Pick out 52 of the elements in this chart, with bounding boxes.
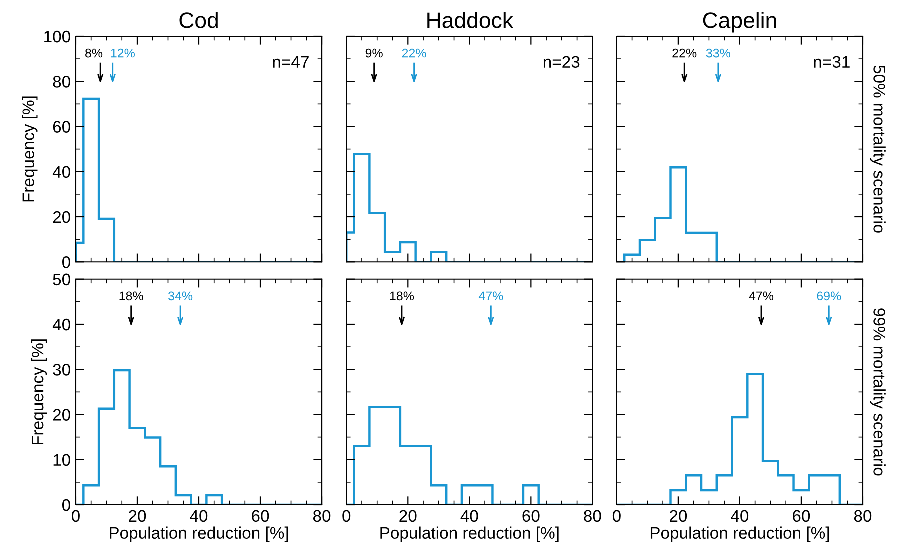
y-tick-label: 20	[53, 409, 70, 421]
y2-axis-title: 50% mortality scenario	[870, 66, 886, 233]
y-tick-label: 40	[52, 166, 70, 178]
y-tick-label: 0	[62, 499, 70, 512]
x-tick-label: 0	[612, 510, 621, 522]
y-tick-label: 50	[53, 274, 70, 286]
x-axis-title: Population reduction [%]	[380, 526, 559, 542]
x-tick-label: 40	[460, 510, 478, 522]
x-tick-label: 80	[313, 510, 331, 522]
x-tick-label: 60	[252, 510, 270, 522]
x-axis-title: Population reduction [%]	[650, 526, 830, 542]
ref-line-label: 8%	[86, 48, 103, 58]
y-tick-label: 40	[52, 318, 70, 331]
x-tick-label: 40	[190, 510, 208, 522]
ref-line-label: 69%	[817, 292, 842, 301]
y2-axis-title: 99% mortality scenario	[870, 308, 886, 476]
y-tick-label: 20	[53, 211, 70, 224]
y-tick-label: 60	[53, 121, 70, 133]
x-tick-label: 40	[731, 510, 749, 522]
y-tick-label: 80	[53, 76, 70, 88]
chart-title: Haddock	[428, 12, 514, 28]
ref-line-label: 18%	[390, 292, 414, 301]
y-tick-label: 30	[53, 364, 70, 376]
x-tick-label: 80	[854, 510, 872, 522]
x-tick-label: 60	[522, 510, 540, 522]
ref-line-label: 18%	[120, 292, 144, 301]
ref-line-label: 12%	[111, 48, 135, 58]
x-tick-label: 60	[793, 510, 810, 522]
y-tick-label: 0	[62, 256, 70, 268]
y-tick-label: 100	[44, 30, 70, 43]
ref-line-label: 47%	[749, 292, 774, 301]
x-tick-label: 80	[584, 510, 602, 522]
x-tick-label: 20	[129, 510, 146, 522]
x-tick-label: 20	[670, 510, 688, 522]
x-tick-label: 20	[400, 510, 417, 522]
ref-line-label: 22%	[402, 48, 426, 58]
chart-title: Capelin	[703, 12, 776, 33]
annotation: n=47	[273, 56, 309, 68]
ref-line-label: 22%	[672, 48, 697, 58]
ref-line-label: 9%	[366, 48, 383, 58]
annotation: n=31	[814, 56, 850, 68]
ref-line-label: 34%	[168, 292, 193, 301]
chart-title: Cod	[180, 12, 218, 28]
y-tick-label: 10	[54, 454, 70, 466]
y-axis-title: Frequency [%]	[22, 96, 38, 202]
y-axis-title: Frequency [%]	[31, 340, 48, 445]
annotation: n=23	[544, 56, 580, 68]
x-tick-label: 0	[72, 510, 80, 522]
ref-line-label: 47%	[478, 292, 504, 301]
x-axis-title: Population reduction [%]	[110, 526, 288, 542]
x-tick-label: 0	[342, 510, 351, 522]
ref-line-label: 33%	[706, 48, 730, 58]
